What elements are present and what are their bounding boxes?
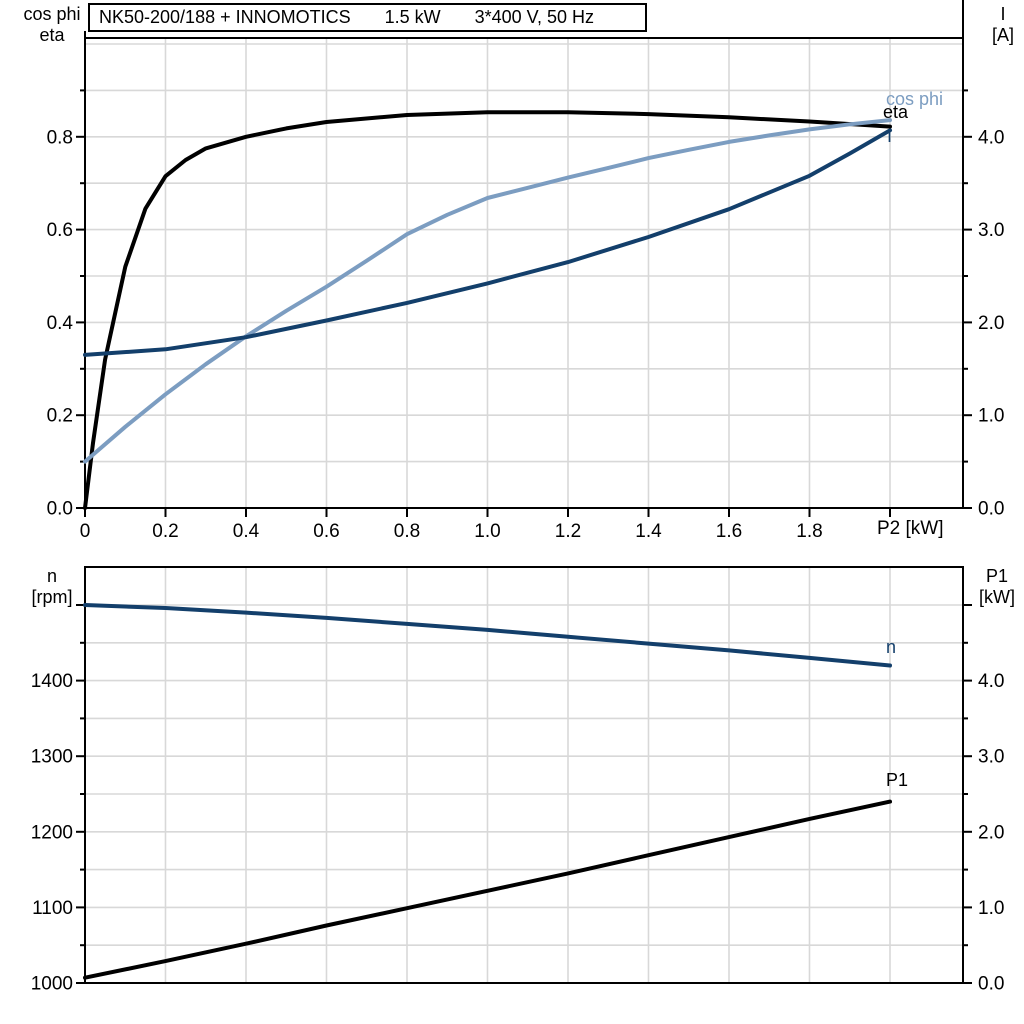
svg-text:0.6: 0.6 [313, 521, 339, 542]
svg-text:4.0: 4.0 [978, 671, 1004, 692]
cos-phi-curve-label: cos phi [886, 89, 944, 109]
bottom-right-axis-label: P1 [kW] [966, 566, 1024, 608]
svg-text:0.4: 0.4 [233, 521, 260, 542]
current-curve-label: I [887, 126, 893, 146]
svg-text:0: 0 [80, 521, 91, 542]
x-axis-unit-label: P2 [kW] [877, 518, 944, 539]
svg-text:3.0: 3.0 [978, 220, 1004, 241]
chart-title-box: NK50-200/188 + INNOMOTICS 1.5 kW 3*400 V… [88, 3, 647, 32]
cos-phi-axis-label: cos phi [23, 4, 81, 24]
svg-text:0.8: 0.8 [394, 521, 420, 542]
svg-text:0.8: 0.8 [47, 127, 73, 148]
svg-text:1300: 1300 [31, 747, 73, 768]
svg-text:1200: 1200 [31, 822, 73, 843]
svg-text:4.0: 4.0 [978, 127, 1004, 148]
bottom-left-axis-label: n [rpm] [14, 566, 90, 608]
p1-axis-unit: [kW] [979, 587, 1015, 607]
p1-axis-label: P1 [985, 566, 1009, 586]
svg-text:0.4: 0.4 [47, 313, 74, 334]
svg-text:1.8: 1.8 [796, 521, 822, 542]
svg-text:2.0: 2.0 [978, 313, 1004, 334]
svg-text:1000: 1000 [31, 974, 73, 995]
svg-text:3.0: 3.0 [978, 747, 1004, 768]
eta-curve-label: eta [883, 102, 909, 122]
svg-text:0.6: 0.6 [47, 220, 73, 241]
voltage-frequency: 3*400 V, 50 Hz [474, 7, 595, 27]
pump-model: NK50-200/188 + INNOMOTICS [99, 7, 351, 27]
p1-curve-label: P1 [886, 770, 909, 790]
top-right-axis-label: I [A] [974, 4, 1024, 46]
svg-text:0.0: 0.0 [978, 499, 1004, 520]
svg-text:0.0: 0.0 [47, 499, 73, 520]
svg-text:1.0: 1.0 [978, 898, 1004, 919]
speed-axis-unit: [rpm] [31, 587, 73, 607]
svg-text:0.0: 0.0 [978, 974, 1004, 995]
svg-text:1.0: 1.0 [474, 521, 500, 542]
svg-text:0.2: 0.2 [152, 521, 178, 542]
svg-text:1.0: 1.0 [978, 406, 1004, 427]
svg-text:1.6: 1.6 [716, 521, 742, 542]
svg-text:1400: 1400 [31, 671, 73, 692]
svg-text:0.2: 0.2 [47, 406, 73, 427]
speed-axis-label: n [46, 566, 57, 586]
svg-text:2.0: 2.0 [978, 822, 1004, 843]
svg-text:1.2: 1.2 [555, 521, 581, 542]
motor-power: 1.5 kW [384, 7, 441, 27]
current-axis-label: I [1000, 4, 1006, 24]
svg-text:1100: 1100 [32, 898, 73, 919]
current-axis-unit: [A] [991, 25, 1014, 45]
top-left-axis-label: cos phi eta [14, 4, 90, 46]
speed-curve-label: n [886, 637, 897, 657]
eta-axis-label: eta [39, 25, 65, 45]
svg-text:1.4: 1.4 [635, 521, 662, 542]
